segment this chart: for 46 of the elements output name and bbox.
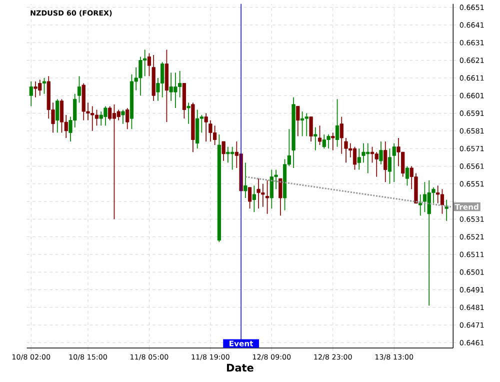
candlestick: [94, 109, 99, 126]
candlestick: [186, 102, 190, 124]
candlestick: [326, 134, 330, 149]
candlestick: [335, 98, 340, 148]
candlestick: [388, 148, 392, 184]
x-axis-title: Date: [226, 364, 254, 372]
candlestick: [392, 142, 396, 182]
candlestick: [77, 76, 82, 103]
candlestick: [418, 194, 422, 216]
candlestick: [226, 146, 230, 163]
candlestick: [252, 184, 256, 212]
candlestick: [405, 166, 410, 186]
candlestick: [126, 107, 130, 130]
candlestick: [42, 77, 46, 94]
candlestick: [208, 120, 212, 142]
candlestick: [244, 162, 248, 198]
candlestick: [422, 181, 427, 212]
candlestick: [340, 116, 344, 154]
candlestick: [278, 178, 282, 216]
candlestick: [116, 109, 120, 121]
candlestick: [296, 106, 300, 136]
candlestick: [121, 109, 125, 124]
candlestick: [56, 98, 60, 133]
candlestick: [440, 188, 444, 214]
candlestick: [112, 104, 116, 220]
candlestick: [147, 52, 152, 76]
candlestick: [384, 140, 388, 182]
candlestick: [309, 116, 313, 142]
candlestick: [300, 110, 304, 136]
candlestick: [352, 146, 357, 170]
candlestick: [304, 112, 308, 136]
candlestick: [331, 132, 335, 151]
candlestick: [29, 80, 33, 106]
candlestick: [108, 106, 112, 121]
candlestick: [222, 140, 226, 162]
candlestick: [204, 112, 208, 142]
candlestick: [314, 126, 318, 151]
candlestick: [436, 184, 440, 204]
candlestick: [265, 180, 270, 214]
candlestick: [444, 199, 448, 222]
candlestick: [60, 98, 64, 133]
candlestick: [374, 151, 378, 178]
candlestick: [318, 124, 322, 146]
candlestick: [379, 140, 383, 165]
candlestick: [357, 148, 361, 170]
candlestick: [248, 186, 252, 209]
